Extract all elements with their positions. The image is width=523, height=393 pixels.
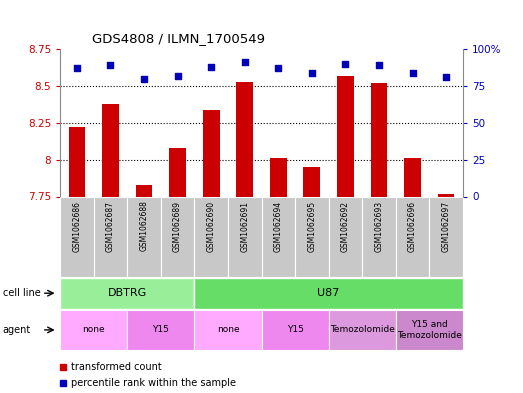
Bar (328, 310, 396, 350)
Bar (262, 310, 328, 350)
Text: GSM1062692: GSM1062692 (341, 200, 350, 252)
Point (174, 72, 182, 79)
Text: none: none (217, 325, 239, 334)
Bar (169, 148, 186, 196)
Text: GSM1062690: GSM1062690 (207, 200, 215, 252)
Bar (396, 310, 463, 350)
Bar (438, 194, 454, 196)
Bar (69, 127, 85, 196)
Point (207, 64, 215, 70)
Text: GSM1062686: GSM1062686 (72, 200, 82, 252)
Text: GSM1062688: GSM1062688 (140, 200, 149, 252)
Text: transformed count: transformed count (71, 362, 162, 373)
Text: GSM1062691: GSM1062691 (240, 200, 249, 252)
Bar (362, 196, 396, 277)
Bar (236, 82, 253, 196)
Bar (195, 310, 262, 350)
Bar (161, 196, 195, 277)
Point (308, 70, 316, 76)
Bar (404, 158, 421, 196)
Text: percentile rank within the sample: percentile rank within the sample (71, 378, 235, 388)
Text: GSM1062689: GSM1062689 (173, 200, 182, 252)
Text: GSM1062697: GSM1062697 (441, 200, 451, 252)
Bar (102, 104, 119, 196)
Text: GSM1062693: GSM1062693 (374, 200, 383, 252)
Text: GDS4808 / ILMN_1700549: GDS4808 / ILMN_1700549 (93, 32, 265, 45)
Bar (94, 196, 127, 277)
Bar (262, 196, 295, 277)
Bar (429, 196, 463, 277)
Text: U87: U87 (317, 288, 340, 298)
Text: Temozolomide: Temozolomide (329, 325, 395, 334)
Bar (195, 196, 228, 277)
Point (241, 59, 249, 66)
Bar (295, 196, 328, 277)
Text: GSM1062695: GSM1062695 (308, 200, 316, 252)
Bar (127, 310, 195, 350)
Text: GSM1062696: GSM1062696 (408, 200, 417, 252)
Bar (195, 278, 463, 309)
Text: none: none (83, 325, 105, 334)
Point (375, 62, 383, 68)
Bar (337, 75, 354, 196)
Point (274, 65, 282, 72)
Bar (60, 196, 94, 277)
Bar (396, 196, 429, 277)
Text: Y15: Y15 (287, 325, 303, 334)
Point (140, 75, 148, 82)
Bar (203, 110, 220, 196)
Point (408, 70, 417, 76)
Point (442, 74, 450, 80)
Bar (371, 83, 388, 196)
Bar (270, 158, 287, 196)
Bar (127, 196, 161, 277)
Bar (135, 185, 152, 196)
Bar (60, 310, 127, 350)
Point (106, 62, 115, 68)
Text: GSM1062687: GSM1062687 (106, 200, 115, 252)
Bar (60, 278, 195, 309)
Bar (303, 167, 320, 196)
Text: Y15: Y15 (152, 325, 169, 334)
Point (73, 65, 81, 72)
Bar (228, 196, 262, 277)
Bar (328, 196, 362, 277)
Text: cell line: cell line (3, 288, 40, 298)
Text: Y15 and
Temozolomide: Y15 and Temozolomide (397, 320, 462, 340)
Text: GSM1062694: GSM1062694 (274, 200, 283, 252)
Text: agent: agent (3, 325, 31, 335)
Text: DBTRG: DBTRG (108, 288, 147, 298)
Point (341, 61, 349, 67)
